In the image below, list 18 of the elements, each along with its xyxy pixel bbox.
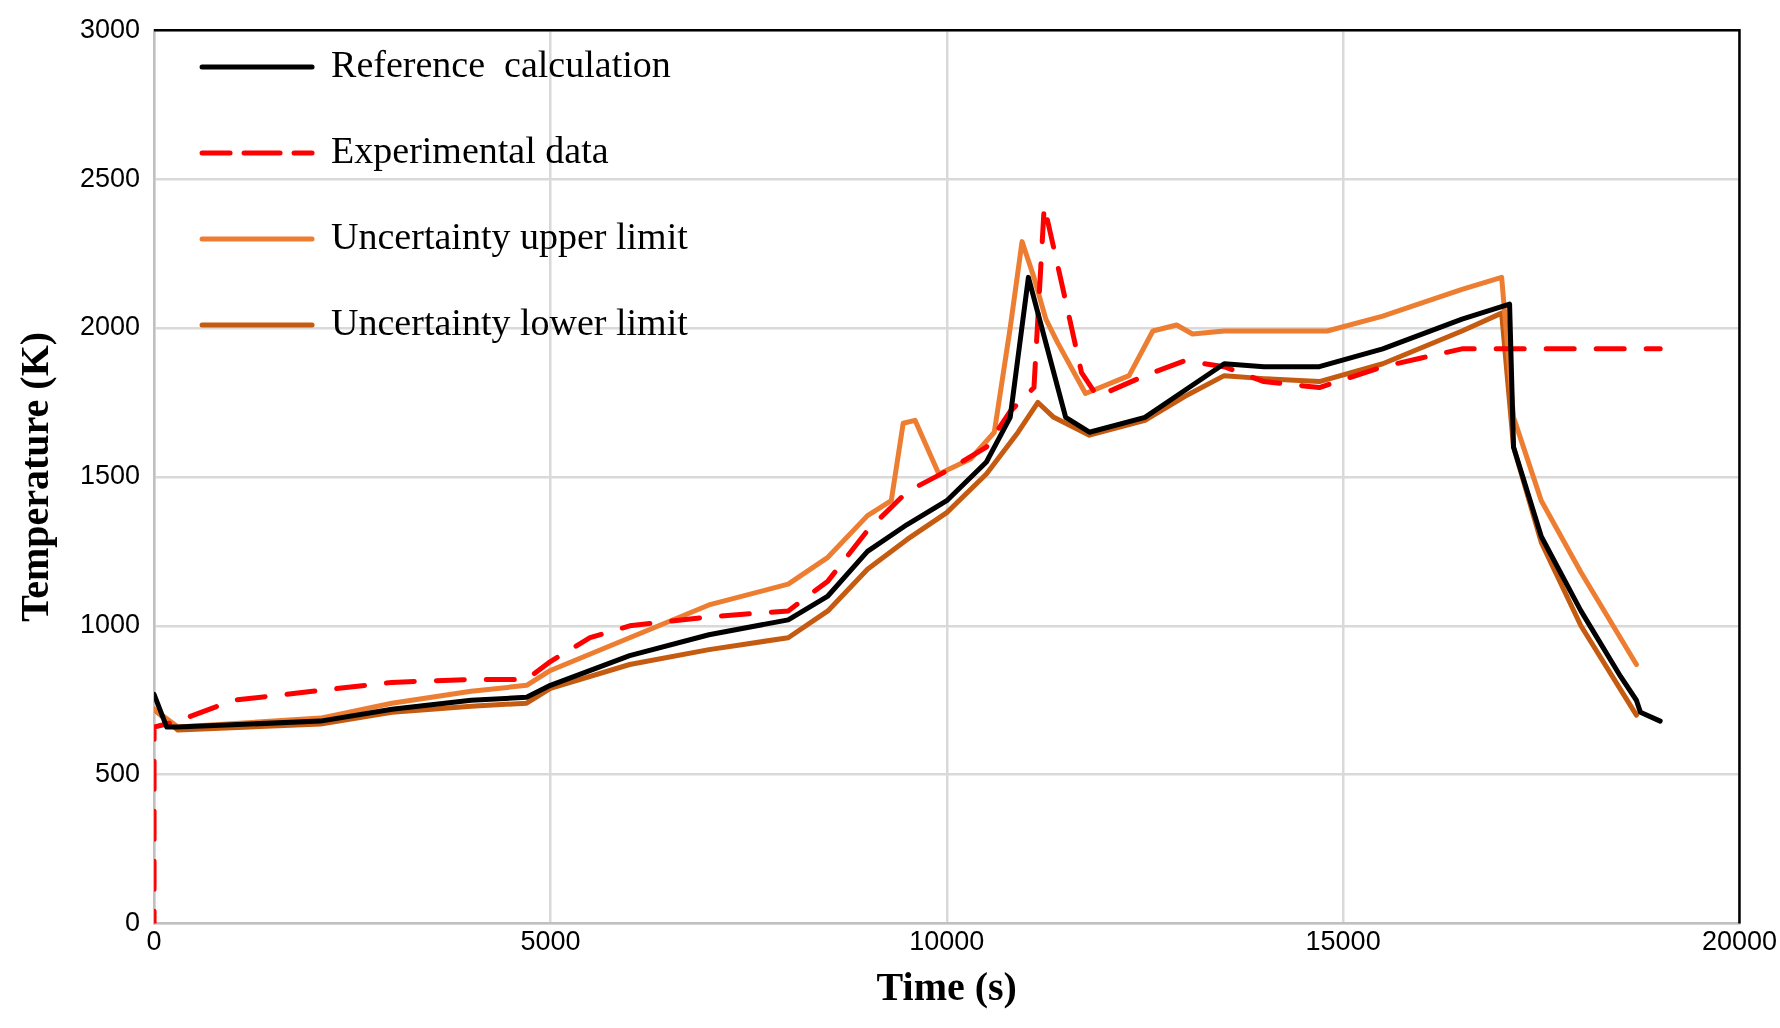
x-tick-label: 10000 (909, 926, 985, 957)
legend-label: Uncertainty lower limit (331, 300, 689, 343)
y-tick-label: 1000 (79, 609, 141, 640)
y-tick-label: 1500 (79, 460, 141, 491)
x-axis-title: Time (s) (876, 964, 1017, 1010)
x-tick-label: 15000 (1305, 926, 1381, 957)
legend-label: Uncertainty upper limit (331, 214, 689, 257)
y-tick-label: 3000 (79, 13, 141, 44)
y-tick-label: 0 (125, 907, 141, 938)
y-tick-label: 2000 (79, 311, 141, 342)
y-axis-title: Temperature (K) (12, 331, 58, 622)
legend-label: Experimental data (331, 128, 609, 171)
y-tick-label: 2500 (79, 162, 141, 193)
y-tick-label: 500 (95, 758, 141, 789)
legend-label: Reference calculation (331, 42, 671, 85)
x-tick-label: 0 (146, 926, 162, 957)
x-tick-label: 5000 (520, 926, 581, 957)
x-tick-label: 20000 (1701, 926, 1778, 957)
